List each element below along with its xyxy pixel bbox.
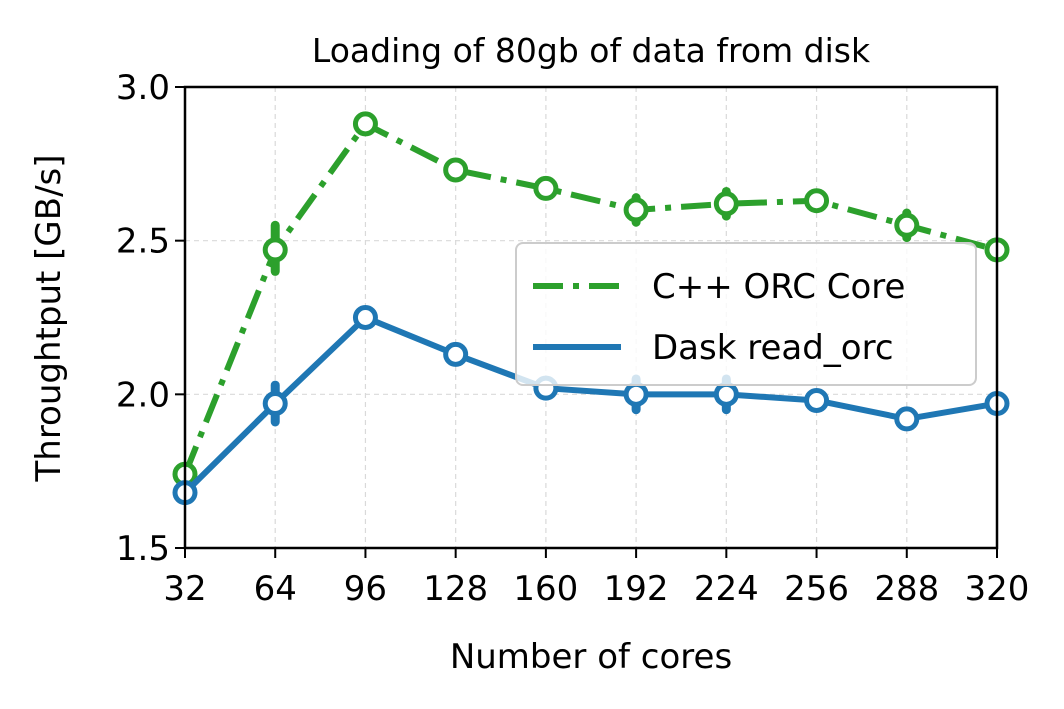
x-tick-label: 64 [254, 569, 297, 609]
y-tick-label: 2.5 [116, 222, 170, 262]
data-point [713, 381, 739, 407]
legend-label-cpp-orc: C++ ORC Core [652, 267, 905, 307]
data-point [804, 188, 830, 214]
x-axis-title: Number of cores [450, 637, 732, 677]
x-tick-label: 128 [423, 569, 488, 609]
series-line [182, 314, 998, 495]
y-axis-title: Throughtput [GB/s] [29, 154, 69, 482]
data-point [352, 305, 378, 330]
x-tick-label: 256 [784, 569, 849, 609]
data-point [894, 406, 920, 432]
x-tick-label: 320 [965, 569, 1030, 609]
data-point [443, 341, 469, 367]
data-point [713, 191, 739, 217]
data-point [262, 237, 288, 263]
legend-box [515, 242, 977, 386]
x-tick-label: 160 [513, 569, 578, 609]
x-tick-label: 224 [694, 569, 759, 609]
data-point [804, 387, 830, 413]
ticks: 32 64 96 128 160 192 224 256 288 320 1.5 2.0 2.5 3.0 [116, 68, 1030, 609]
data-point [623, 197, 649, 223]
data-point [623, 381, 649, 407]
series-dask-read-orc [172, 305, 1010, 506]
data-point [894, 212, 920, 238]
data-point [443, 157, 469, 183]
y-tick-label: 1.5 [116, 529, 170, 569]
chart-title: Loading of 80gb of data from disk [312, 31, 871, 70]
x-tick-label: 288 [874, 569, 939, 609]
x-tick-label: 96 [344, 569, 387, 609]
series-layer [172, 111, 1010, 506]
data-point [262, 391, 288, 417]
series-line [182, 120, 998, 476]
y-tick-label: 2.0 [116, 375, 170, 415]
legend-label-dask: Dask read_orc [652, 328, 894, 368]
plot-frame [183, 85, 999, 550]
data-point [352, 111, 378, 137]
x-tick-label: 32 [163, 569, 206, 609]
x-tick-label: 192 [604, 569, 669, 609]
series-cpp-orc-core [172, 111, 1010, 487]
y-tick-label: 3.0 [116, 68, 170, 108]
legend: C++ ORC Core Dask read_orc [515, 242, 977, 386]
data-point [533, 175, 559, 201]
